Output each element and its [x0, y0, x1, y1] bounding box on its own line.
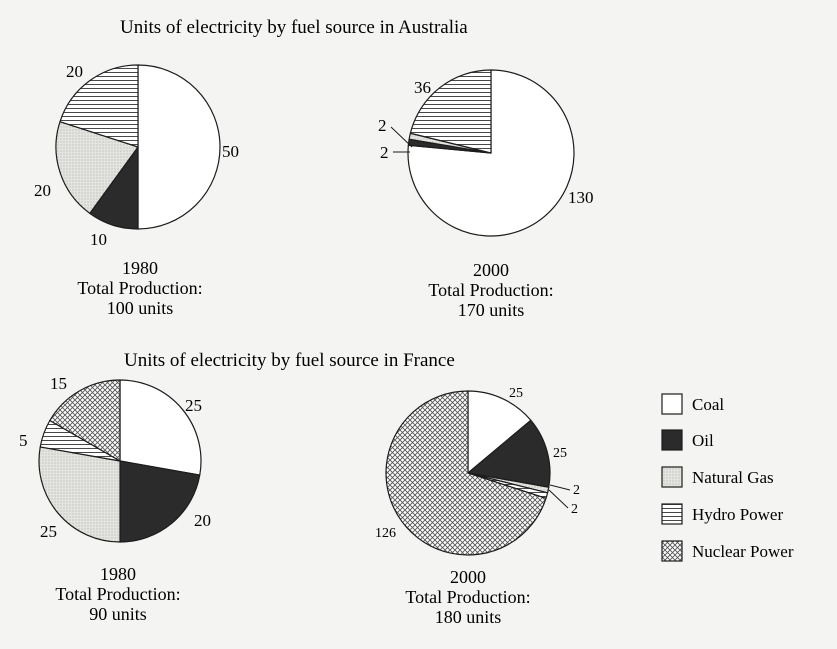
legend: Coal Oil Natural Gas Hydro Power Nuclear… — [661, 393, 794, 562]
caption-total-label: Total Production: — [55, 584, 180, 604]
slice-coal — [407, 69, 575, 237]
caption-units: 180 units — [435, 607, 502, 627]
label-aus2000-oil: 2 — [380, 143, 389, 162]
label-fra1980-coal: 25 — [185, 396, 202, 415]
leader-fra2000-hydro — [548, 489, 569, 509]
caption-total-label: Total Production: — [405, 587, 530, 607]
caption-fra-1980: 1980 Total Production: 90 units — [55, 564, 180, 624]
label-aus2000-coal: 130 — [568, 188, 594, 207]
france-title: Units of electricity by fuel source in F… — [124, 350, 455, 371]
caption-total-label: Total Production: — [77, 278, 202, 298]
caption-year: 2000 — [450, 567, 486, 587]
slice-hydro-power — [59, 64, 139, 148]
slice-nuclear-power — [49, 379, 121, 462]
label-fra1980-oil: 20 — [194, 511, 211, 530]
caption-year: 2000 — [473, 260, 509, 280]
pie-australia-1980 — [55, 64, 221, 230]
caption-year: 1980 — [100, 564, 136, 584]
label-aus1980-coal: 50 — [222, 142, 239, 161]
pie-australia-2000 — [407, 69, 575, 237]
legend-item-oil: Oil — [661, 429, 714, 451]
leader-fra2000-gas — [549, 484, 571, 491]
slice-coal — [467, 390, 532, 474]
slice-coal — [119, 379, 202, 476]
slice-nuclear-power — [385, 390, 547, 556]
label-fra2000-gas: 2 — [573, 483, 580, 498]
legend-item-natural-gas: Natural Gas — [661, 466, 774, 488]
legend-item-hydro: Hydro Power — [661, 503, 783, 525]
slice-natural-gas — [55, 121, 139, 214]
legend-item-coal: Coal — [661, 393, 724, 415]
slice-oil — [119, 460, 201, 543]
caption-year: 1980 — [122, 258, 158, 278]
label-aus1980-hydro: 20 — [66, 62, 83, 81]
pie-france-1980 — [38, 379, 202, 543]
legend-swatch-nuclear — [661, 540, 683, 562]
caption-aus-2000: 2000 Total Production: 170 units — [428, 260, 553, 320]
legend-label-natural-gas: Natural Gas — [692, 468, 774, 487]
label-fra1980-nuclear: 15 — [50, 374, 67, 393]
label-fra2000-hydro: 2 — [571, 502, 578, 517]
leader-aus2000-gas — [390, 126, 413, 148]
caption-aus-1980: 1980 Total Production: 100 units — [77, 258, 202, 318]
legend-label-nuclear: Nuclear Power — [692, 542, 794, 561]
label-aus1980-oil: 10 — [90, 230, 107, 249]
caption-units: 90 units — [89, 604, 147, 624]
label-aus2000-hydro: 36 — [414, 78, 431, 97]
legend-label-hydro: Hydro Power — [692, 505, 783, 524]
label-fra1980-gas: 25 — [40, 522, 57, 541]
slice-natural-gas — [38, 446, 121, 543]
legend-swatch-oil — [661, 429, 683, 451]
legend-label-oil: Oil — [692, 431, 714, 450]
label-fra2000-nuclear: 126 — [375, 526, 396, 541]
label-fra2000-coal: 25 — [509, 386, 523, 401]
caption-units: 170 units — [458, 300, 525, 320]
label-fra2000-oil: 25 — [553, 446, 567, 461]
label-aus1980-gas: 20 — [34, 181, 51, 200]
caption-units: 100 units — [107, 298, 174, 318]
legend-item-nuclear: Nuclear Power — [661, 540, 794, 562]
legend-swatch-coal — [661, 393, 683, 415]
caption-total-label: Total Production: — [428, 280, 553, 300]
slice-hydro-power — [409, 69, 492, 154]
legend-swatch-hydro — [661, 503, 683, 525]
legend-swatch-natural-gas — [661, 466, 683, 488]
label-fra1980-hydro: 5 — [19, 431, 28, 450]
pie-france-2000 — [385, 390, 551, 556]
australia-title: Units of electricity by fuel source in A… — [120, 17, 468, 38]
slice-coal — [137, 64, 221, 230]
slice-oil — [467, 419, 551, 488]
label-aus2000-gas: 2 — [378, 116, 387, 135]
legend-label-coal: Coal — [692, 395, 724, 414]
caption-fra-2000: 2000 Total Production: 180 units — [405, 567, 530, 627]
